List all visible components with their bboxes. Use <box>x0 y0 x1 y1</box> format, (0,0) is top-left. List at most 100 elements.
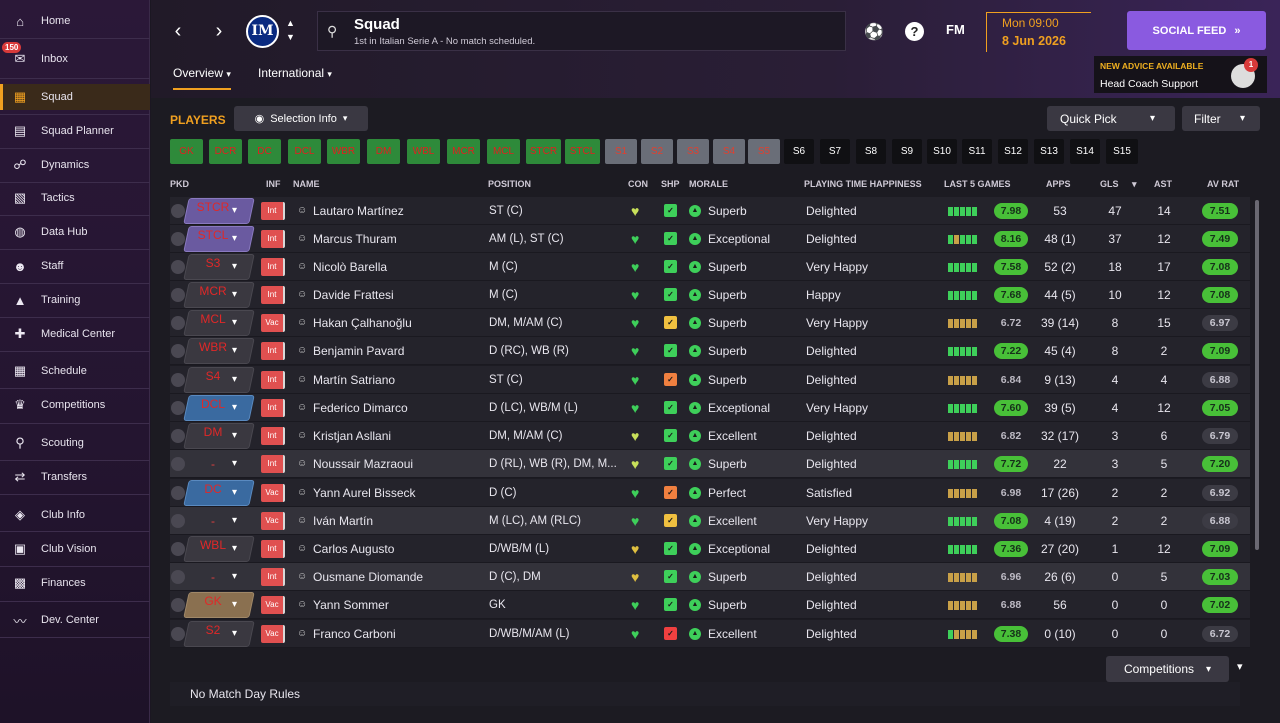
pick-checkbox[interactable] <box>171 316 185 330</box>
table-row[interactable]: STCL ▾ Int ☺ Marcus Thuram AM (L), ST (C) ♥ ✓ ▲ E… <box>170 225 1250 253</box>
info-badge[interactable]: Int <box>261 286 285 304</box>
position-chip-wbr[interactable]: WBR <box>327 139 360 164</box>
pick-checkbox[interactable] <box>171 232 185 246</box>
sidebar-item-home[interactable]: ⌂ Home <box>0 8 150 34</box>
position-chip-stcl[interactable]: STCL <box>565 139 600 164</box>
position-chip-s1[interactable]: S1 <box>605 139 637 164</box>
player-name[interactable]: Carlos Augusto <box>313 542 395 556</box>
position-chip-s15[interactable]: S15 <box>1106 139 1138 164</box>
position-chip-stcr[interactable]: STCR <box>526 139 561 164</box>
pick-checkbox[interactable] <box>171 429 185 443</box>
position-chip-dcr[interactable]: DCR <box>209 139 242 164</box>
player-name[interactable]: Kristjan Asllani <box>313 429 392 443</box>
info-badge[interactable]: Int <box>261 399 285 417</box>
info-badge[interactable]: Int <box>261 258 285 276</box>
pick-checkbox[interactable] <box>171 373 185 387</box>
column-header-con[interactable]: CON <box>628 179 648 189</box>
position-chip-s3[interactable]: S3 <box>677 139 709 164</box>
tab-international[interactable]: International ▾ <box>258 66 332 80</box>
forward-arrow-icon[interactable]: › <box>215 20 223 42</box>
chevron-down-icon[interactable]: ▾ <box>232 374 238 385</box>
position-chip-s2[interactable]: S2 <box>641 139 673 164</box>
player-name[interactable]: Hakan Çalhanoğlu <box>313 316 412 330</box>
info-badge[interactable]: Int <box>261 455 285 473</box>
column-header-av-rat[interactable]: AV RAT <box>1207 179 1240 189</box>
column-header-last-5-games[interactable]: LAST 5 GAMES <box>944 179 1011 189</box>
scrollbar[interactable] <box>1255 200 1259 550</box>
player-name[interactable]: Iván Martín <box>313 514 374 528</box>
table-row[interactable]: DC ▾ Vac ☺ Yann Aurel Bisseck D (C) ♥ ✓ ▲ Perfect… <box>170 479 1250 507</box>
column-header-gls[interactable]: GLS <box>1100 179 1119 189</box>
player-name[interactable]: Davide Frattesi <box>313 288 394 302</box>
chevron-down-icon[interactable]: ▾ <box>232 599 238 610</box>
pick-checkbox[interactable] <box>171 598 185 612</box>
sidebar-item-club-info[interactable]: ◈ Club Info <box>0 502 150 528</box>
chevron-down-icon[interactable]: ▾ <box>232 289 238 300</box>
position-chip-s7[interactable]: S7 <box>820 139 850 164</box>
sidebar-item-inbox[interactable]: ✉ Inbox <box>0 46 150 72</box>
info-badge[interactable]: Int <box>261 568 285 586</box>
chevron-down-icon[interactable]: ▾ <box>232 458 238 469</box>
info-badge[interactable]: Vac <box>261 512 285 530</box>
position-chip-s9[interactable]: S9 <box>892 139 922 164</box>
chevron-down-icon[interactable]: ▾ <box>232 628 238 639</box>
sidebar-item-transfers[interactable]: ⇄ Transfers <box>0 464 150 490</box>
sidebar-item-dynamics[interactable]: ☍ Dynamics <box>0 152 150 178</box>
player-name[interactable]: Yann Aurel Bisseck <box>313 486 416 500</box>
player-name[interactable]: Martín Satriano <box>313 373 396 387</box>
player-name[interactable]: Marcus Thuram <box>313 232 397 246</box>
tab-overview[interactable]: Overview ▾ <box>173 66 231 90</box>
info-badge[interactable]: Int <box>261 427 285 445</box>
sidebar-item-squad-planner[interactable]: ▤ Squad Planner <box>0 118 150 144</box>
column-header-playing-time-happiness[interactable]: PLAYING TIME HAPPINESS <box>804 179 922 189</box>
table-row[interactable]: MCL ▾ Vac ☺ Hakan Çalhanoğlu DM, M/AM (C) ♥ ✓ ▲ S… <box>170 309 1250 337</box>
player-name[interactable]: Federico Dimarco <box>313 401 408 415</box>
column-header-shp[interactable]: SHP <box>661 179 680 189</box>
chevron-up-icon[interactable]: ▲ <box>286 18 295 28</box>
social-feed-button[interactable]: SOCIAL FEED» <box>1127 11 1266 50</box>
sidebar-item-tactics[interactable]: ▧ Tactics <box>0 185 150 211</box>
competitions-button[interactable]: Competitions ▾ <box>1106 656 1229 682</box>
player-name[interactable]: Yann Sommer <box>313 598 389 612</box>
info-badge[interactable]: Int <box>261 230 285 248</box>
pick-checkbox[interactable] <box>171 288 185 302</box>
info-badge[interactable]: Int <box>261 371 285 389</box>
pick-checkbox[interactable] <box>171 401 185 415</box>
player-name[interactable]: Franco Carboni <box>313 627 396 641</box>
position-chip-dm[interactable]: DM <box>367 139 400 164</box>
chevron-down-icon[interactable]: ▼ <box>286 32 295 42</box>
table-row[interactable]: WBL ▾ Int ☺ Carlos Augusto D/WB/M (L) ♥ ✓ ▲ Excep… <box>170 535 1250 563</box>
position-chip-s4[interactable]: S4 <box>713 139 745 164</box>
sidebar-item-dev-center[interactable]: 〰 Dev. Center <box>0 607 150 633</box>
pick-checkbox[interactable] <box>171 204 185 218</box>
table-row[interactable]: S2 ▾ Vac ☺ Franco Carboni D/WB/M/AM (L) ♥ ✓ ▲ Exc… <box>170 620 1250 648</box>
info-badge[interactable]: Vac <box>261 314 285 332</box>
table-row[interactable]: DM ▾ Int ☺ Kristjan Asllani DM, M/AM (C) ♥ ✓ ▲ Ex… <box>170 422 1250 450</box>
table-row[interactable]: S4 ▾ Int ☺ Martín Satriano ST (C) ♥ ✓ ▲ Superb Del… <box>170 366 1250 394</box>
info-badge[interactable]: Vac <box>261 596 285 614</box>
sidebar-item-finances[interactable]: ▩ Finances <box>0 570 150 596</box>
player-name[interactable]: Noussair Mazraoui <box>313 457 414 471</box>
column-header-morale[interactable]: MORALE <box>689 179 728 189</box>
club-logo[interactable]: IM <box>246 15 279 48</box>
position-chip-s10[interactable]: S10 <box>927 139 957 164</box>
position-chip-s12[interactable]: S12 <box>998 139 1028 164</box>
sidebar-item-staff[interactable]: ☻ Staff <box>0 253 150 279</box>
chevron-down-icon[interactable]: ▾ <box>232 543 238 554</box>
info-badge[interactable]: Int <box>261 540 285 558</box>
table-row[interactable]: DCL ▾ Int ☺ Federico Dimarco D (LC), WB/M (L)… <box>170 394 1250 422</box>
back-arrow-icon[interactable]: ‹ <box>174 20 182 42</box>
filter-button[interactable]: Filter ▾ <box>1182 106 1260 131</box>
position-chip-dcl[interactable]: DCL <box>288 139 321 164</box>
sidebar-item-training[interactable]: ▲ Training <box>0 287 150 313</box>
info-badge[interactable]: Int <box>261 342 285 360</box>
table-row[interactable]: - ▾ Vac ☺ Iván Martín M (LC), AM (RLC) ♥ ✓ ▲ Exce… <box>170 507 1250 535</box>
pick-checkbox[interactable] <box>171 542 185 556</box>
position-chip-gk[interactable]: GK <box>170 139 203 164</box>
pick-checkbox[interactable] <box>171 514 185 528</box>
table-row[interactable]: - ▾ Int ☺ Noussair Mazraoui D (RL), WB (R), D… <box>170 450 1250 478</box>
position-chip-s6[interactable]: S6 <box>784 139 814 164</box>
pick-checkbox[interactable] <box>171 627 185 641</box>
column-header-ast[interactable]: AST <box>1154 179 1172 189</box>
chevron-down-icon[interactable]: ▾ <box>232 487 238 498</box>
